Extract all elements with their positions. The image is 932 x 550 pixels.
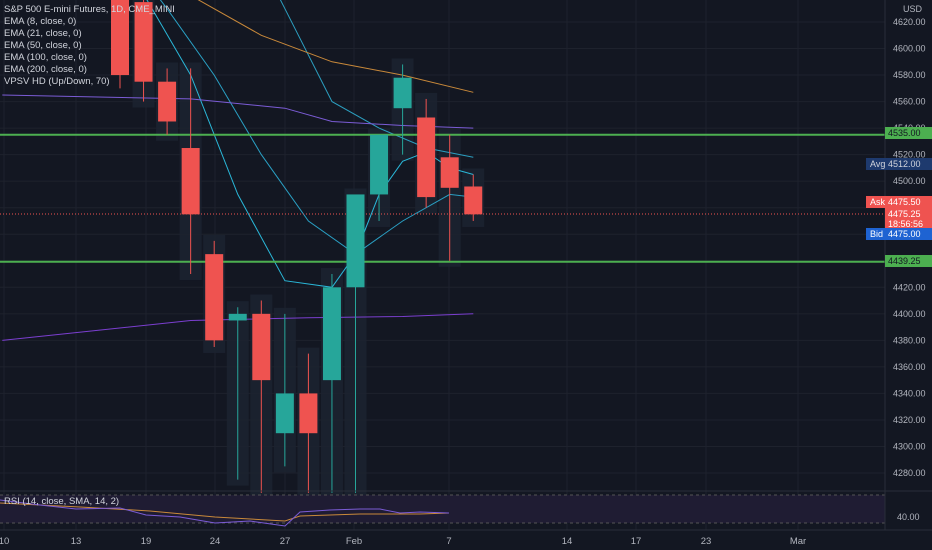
rsi-legend[interactable]: RSI (14, close, SMA, 14, 2) xyxy=(4,496,120,507)
level-label-4535: 4535.00 xyxy=(885,127,932,139)
bid-price-label: 4475.00 xyxy=(885,228,932,240)
level-lines xyxy=(0,133,885,263)
date-tick-label: 13 xyxy=(71,536,82,547)
price-tick-label: 4380.00 xyxy=(893,335,926,345)
candle-body xyxy=(228,313,247,321)
candle-body xyxy=(370,134,389,195)
price-tick-label: 4340.00 xyxy=(893,388,926,398)
candle-body xyxy=(322,287,341,381)
price-tick-label: 4500.00 xyxy=(893,176,926,186)
legend-ema-100[interactable]: EMA (100, close, 0) xyxy=(4,52,87,63)
price-tick-label: 4600.00 xyxy=(893,44,926,54)
price-tick-label: 4300.00 xyxy=(893,441,926,451)
currency-label[interactable]: USD xyxy=(903,4,923,14)
candle-body xyxy=(134,2,153,82)
current-price-label: 4475.25 xyxy=(885,208,932,220)
legend-vpsv[interactable]: VPSV HD (Up/Down, 70) xyxy=(4,76,110,87)
price-tick-label: 4360.00 xyxy=(893,362,926,372)
candle-body xyxy=(158,81,177,122)
ema-line xyxy=(2,313,474,341)
legend-ema-21[interactable]: EMA (21, close, 0) xyxy=(4,28,82,39)
ema-line xyxy=(197,0,474,93)
ema-line xyxy=(159,0,474,255)
price-tick-label: 4320.00 xyxy=(893,415,926,425)
date-tick-label: Mar xyxy=(790,536,806,547)
price-tick-label: 4560.00 xyxy=(893,97,926,107)
candle-body xyxy=(252,313,271,381)
date-tick-label: 27 xyxy=(280,536,291,547)
level-label-4439: 4439.25 xyxy=(885,255,932,267)
price-tick-label: 4400.00 xyxy=(893,309,926,319)
date-tick-label: 19 xyxy=(141,536,152,547)
date-tick-label: Feb xyxy=(346,536,362,547)
price-tick-label: 4580.00 xyxy=(893,70,926,80)
chart-legend: S&P 500 E-mini Futures, 1D, CME_MINI EMA… xyxy=(4,4,175,88)
bar-countdown: 18:56:56 xyxy=(885,218,932,230)
candle-body xyxy=(464,186,483,215)
candle-body xyxy=(417,117,436,198)
date-tick-label: 24 xyxy=(210,536,221,547)
date-tick-label: 7 xyxy=(446,536,451,547)
price-tick-label: 4620.00 xyxy=(893,17,926,27)
rsi-band xyxy=(0,495,885,523)
ask-tag: Ask xyxy=(866,196,887,208)
date-tick-label: 14 xyxy=(562,536,573,547)
legend-ema-200[interactable]: EMA (200, close, 0) xyxy=(4,64,87,75)
candlesticks xyxy=(111,0,483,493)
candle-body xyxy=(346,194,365,288)
price-tick-label: 4280.00 xyxy=(893,468,926,478)
bid-tag: Bid xyxy=(866,228,887,240)
candle-body xyxy=(393,77,412,109)
rsi-line xyxy=(0,499,450,527)
ask-price-label: 4475.50 xyxy=(885,196,932,208)
date-tick-label: 23 xyxy=(701,536,712,547)
date-tick-label: 17 xyxy=(631,536,642,547)
candle-body xyxy=(299,393,318,434)
candle-body xyxy=(181,148,200,215)
avg-tag: Avg xyxy=(866,158,887,170)
avg-price-label: 4512.00 xyxy=(885,158,932,170)
symbol-title[interactable]: S&P 500 E-mini Futures, 1D, CME_MINI xyxy=(4,4,175,15)
rsi-level-label: 40.00 xyxy=(897,512,920,522)
legend-ema-50[interactable]: EMA (50, close, 0) xyxy=(4,40,82,51)
ema-line xyxy=(279,0,474,158)
candle-body xyxy=(111,0,129,76)
legend-ema-8[interactable]: EMA (8, close, 0) xyxy=(4,16,77,27)
rsi-pane: 40.00 xyxy=(0,490,932,527)
candle-body xyxy=(275,393,294,434)
price-tick-label: 4520.00 xyxy=(893,150,926,160)
candle-body xyxy=(205,254,224,341)
date-tick-label: 10 xyxy=(0,536,9,547)
candle-body xyxy=(440,157,459,188)
price-tick-label: 4420.00 xyxy=(893,282,926,292)
